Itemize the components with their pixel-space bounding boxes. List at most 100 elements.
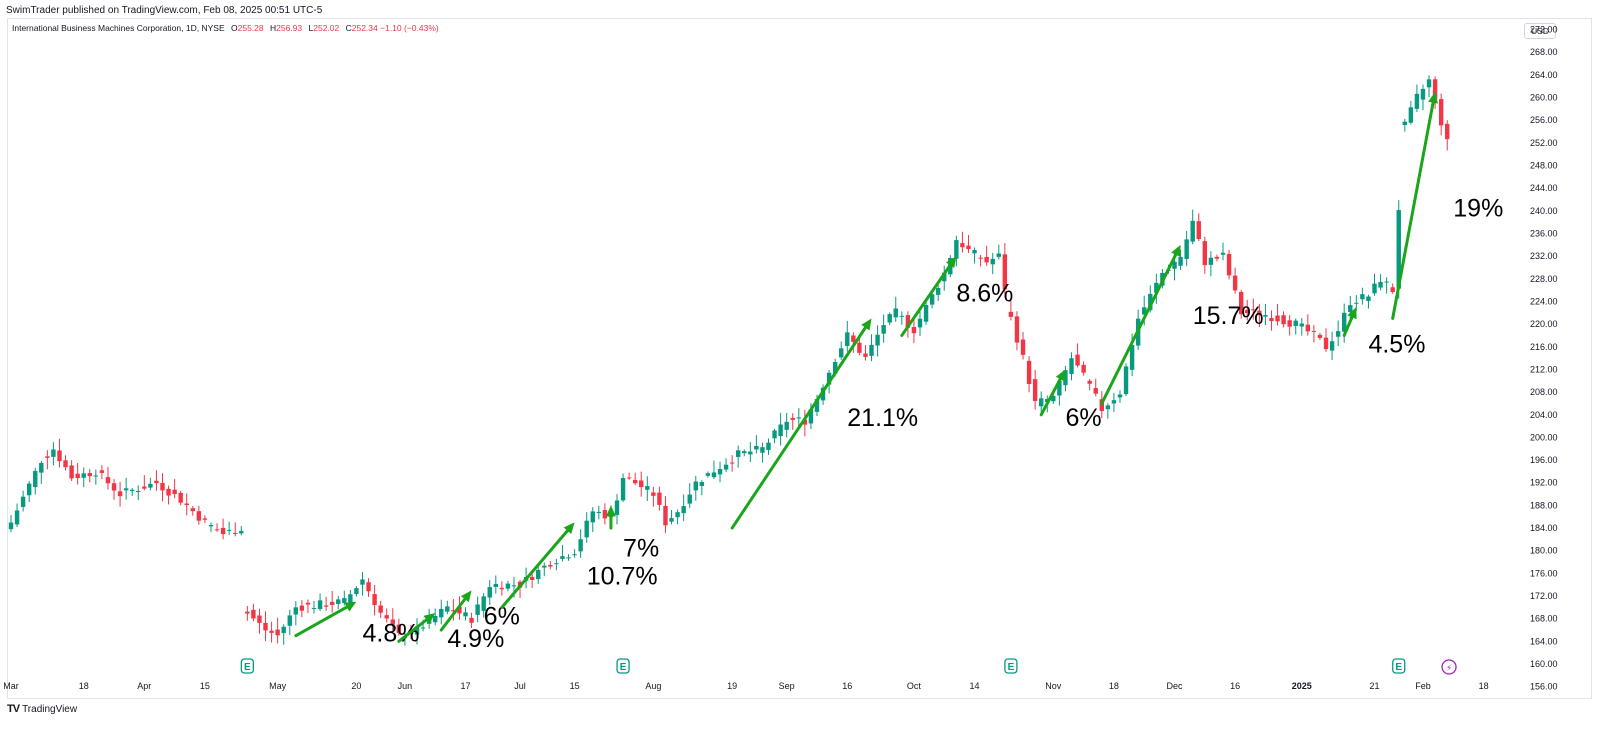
candle xyxy=(996,244,1001,260)
candle xyxy=(505,580,511,592)
candle-body xyxy=(814,399,820,412)
candle-body xyxy=(529,576,535,580)
candle xyxy=(1093,378,1098,397)
y-tick-label: 224.00 xyxy=(1530,296,1558,306)
candle xyxy=(796,408,801,428)
candle xyxy=(93,469,99,485)
y-tick-label: 264.00 xyxy=(1530,70,1558,80)
candle xyxy=(439,599,444,625)
candle-body xyxy=(111,483,117,491)
candle xyxy=(572,549,577,558)
candle xyxy=(1008,300,1014,321)
candle-body xyxy=(1281,315,1286,325)
move-arrow-line xyxy=(397,618,429,643)
x-tick-label: 20 xyxy=(351,681,361,691)
candle-body xyxy=(917,318,923,328)
candle-body xyxy=(651,492,656,496)
candle xyxy=(1269,310,1274,331)
candle-body xyxy=(214,529,220,531)
candle-body xyxy=(778,424,783,437)
candle-body xyxy=(796,417,801,419)
candle-body xyxy=(463,612,468,617)
candle xyxy=(342,590,347,606)
candle-body xyxy=(1384,281,1389,283)
candle-body xyxy=(299,605,305,611)
candle-body xyxy=(305,602,311,605)
candle xyxy=(772,428,777,444)
candle-body xyxy=(1214,256,1220,259)
tradingview-logo[interactable]: TV TradingView xyxy=(7,703,77,715)
candle-body xyxy=(845,332,850,346)
earnings-icon: E xyxy=(1004,658,1018,674)
candle-body xyxy=(396,624,402,633)
candle xyxy=(1438,93,1444,136)
candle xyxy=(639,471,644,497)
candle-body xyxy=(820,387,826,401)
candle-body xyxy=(1323,337,1329,350)
candle xyxy=(820,384,826,405)
y-tick-label: 252.00 xyxy=(1530,138,1558,148)
candle-body xyxy=(323,605,329,607)
candle-body xyxy=(1335,331,1341,337)
candle xyxy=(1154,273,1159,304)
candle xyxy=(687,483,692,508)
candle xyxy=(1117,390,1123,403)
candle-body xyxy=(1032,379,1038,401)
earnings-icon-box xyxy=(1004,658,1018,674)
x-tick-label: Jul xyxy=(514,681,526,691)
dividend-icon-glyph: ⚡ xyxy=(1446,664,1452,674)
candle xyxy=(1281,311,1286,328)
move-arrow-line xyxy=(294,605,349,638)
candle-body xyxy=(851,335,856,342)
low-value: 252.02 xyxy=(313,23,340,33)
candle-body xyxy=(590,511,595,523)
candle xyxy=(360,572,365,596)
candle-body xyxy=(632,479,638,484)
candle xyxy=(754,435,759,454)
y-tick-label: 260.00 xyxy=(1530,93,1558,103)
candle-body xyxy=(1111,400,1117,404)
event-markers: E E E E ⚡ xyxy=(240,658,1457,675)
x-tick-label: 18 xyxy=(79,681,89,691)
candle xyxy=(63,455,68,471)
candle-body xyxy=(929,294,935,305)
move-arrow-line xyxy=(1342,315,1354,337)
candle-body xyxy=(172,489,177,495)
candle xyxy=(1184,230,1189,266)
move-annotation: 10.7% xyxy=(500,522,658,609)
candle xyxy=(966,234,971,253)
candle-body xyxy=(857,342,862,353)
move-annotation: 19% xyxy=(1391,91,1503,320)
publisher-line: SwimTrader published on TradingView.com,… xyxy=(6,5,323,16)
x-tick-label: Dec xyxy=(1167,681,1184,691)
chart-frame xyxy=(7,18,1592,699)
candle-body xyxy=(1251,309,1256,311)
candle xyxy=(451,599,456,621)
x-tick-label: 19 xyxy=(727,681,737,691)
candle xyxy=(372,584,377,616)
move-arrow-head xyxy=(605,505,616,517)
candle xyxy=(748,442,753,463)
candle xyxy=(742,449,747,457)
candle-body xyxy=(1245,309,1250,313)
x-tick-label: 16 xyxy=(1230,681,1240,691)
currency-button[interactable]: USD xyxy=(1524,23,1556,39)
candle xyxy=(887,312,892,326)
candle-body xyxy=(875,334,880,346)
candle xyxy=(851,332,856,353)
candle-body xyxy=(269,630,274,633)
candle-body xyxy=(457,606,462,614)
candle xyxy=(699,480,705,496)
candle-body xyxy=(311,607,317,609)
candle xyxy=(1087,378,1092,391)
candle-body xyxy=(536,569,541,580)
candle-body xyxy=(8,522,14,530)
move-label: 21.1% xyxy=(847,404,918,432)
candle-body xyxy=(384,615,389,619)
candle xyxy=(99,465,105,480)
earnings-icon-label: E xyxy=(620,662,627,673)
candle xyxy=(469,612,474,628)
candle xyxy=(1366,294,1371,309)
candle-body xyxy=(1093,388,1098,394)
